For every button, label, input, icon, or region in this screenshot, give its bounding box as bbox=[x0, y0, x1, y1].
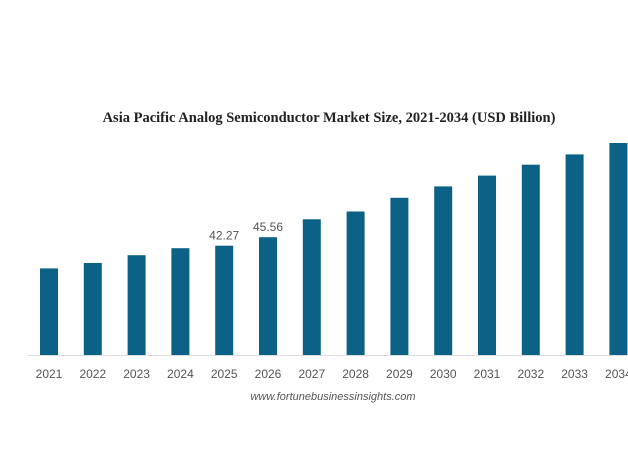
x-tick-label: 2034 bbox=[605, 367, 628, 381]
bar-2026 bbox=[259, 237, 277, 355]
x-tick-label: 2026 bbox=[255, 367, 282, 381]
bar-2023 bbox=[127, 255, 146, 355]
bar-2022 bbox=[83, 263, 102, 355]
x-tick-label: 2028 bbox=[342, 367, 369, 381]
x-tick-label: 2022 bbox=[79, 367, 106, 381]
x-tick-label: 2033 bbox=[561, 367, 588, 381]
x-tick-label: 2031 bbox=[474, 367, 501, 381]
data-labels: 42.27 45.56 bbox=[209, 220, 283, 243]
x-tick-label: 2029 bbox=[386, 367, 413, 381]
x-tick-label: 2024 bbox=[167, 367, 194, 381]
x-tick-label: 2023 bbox=[123, 367, 150, 381]
bar-2031 bbox=[478, 175, 496, 355]
bar-2021 bbox=[40, 268, 58, 355]
x-tick-label: 2032 bbox=[517, 367, 544, 381]
bar-2030 bbox=[434, 186, 453, 355]
chart-title: Asia Pacific Analog Semiconductor Market… bbox=[103, 110, 556, 126]
source-credit: www.fortunebusinessinsights.com bbox=[250, 391, 415, 403]
x-tick-label: 2027 bbox=[298, 367, 325, 381]
bar-2027 bbox=[302, 219, 321, 355]
x-tick-label: 2025 bbox=[211, 367, 238, 381]
x-tick-label: 2030 bbox=[430, 367, 457, 381]
bar-2028 bbox=[346, 211, 365, 355]
bar-2029 bbox=[390, 197, 409, 355]
bars-layer bbox=[40, 143, 628, 355]
x-tick-label: 2021 bbox=[36, 367, 63, 381]
bar-2025 bbox=[215, 245, 234, 355]
data-label-2026: 45.56 bbox=[253, 220, 283, 234]
data-label-2025: 42.27 bbox=[209, 229, 239, 243]
bar-2034 bbox=[609, 143, 628, 355]
bar-2033 bbox=[565, 154, 584, 355]
bar-2024 bbox=[171, 248, 190, 355]
bar-2032 bbox=[521, 164, 540, 355]
x-tick-labels: 2021 2022 2023 2024 2025 2026 2027 2028 2029 2030… bbox=[36, 367, 628, 381]
